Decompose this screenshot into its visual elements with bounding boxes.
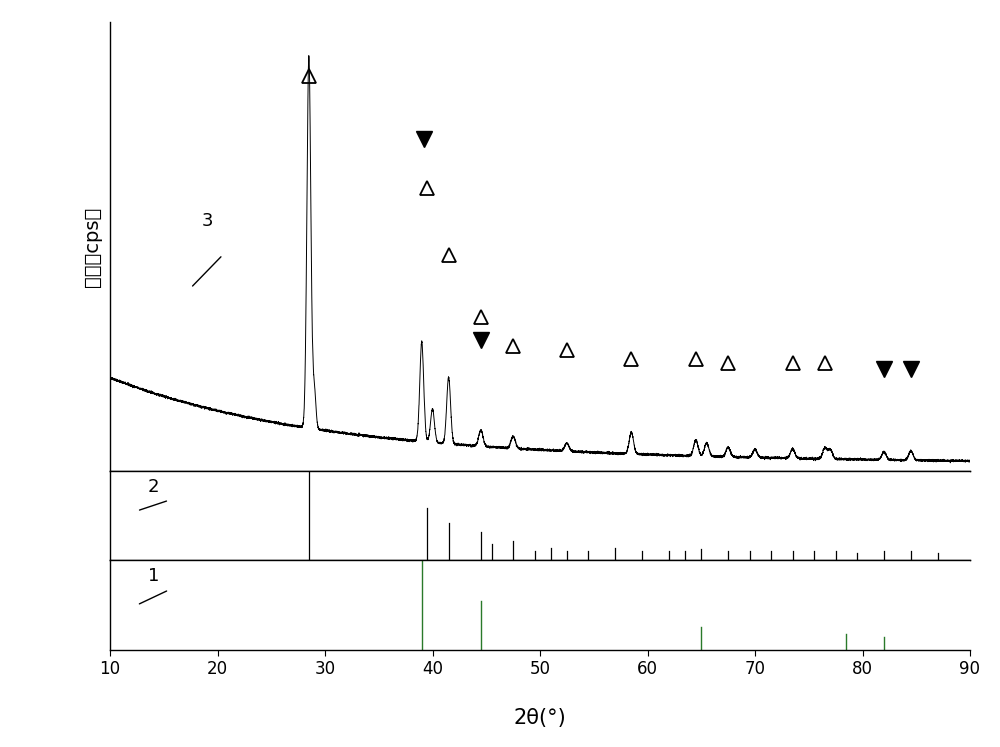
- Text: 2: 2: [148, 478, 159, 496]
- Text: 1: 1: [148, 568, 159, 586]
- Y-axis label: 强度（cps）: 强度（cps）: [83, 206, 102, 287]
- Text: 2θ(°): 2θ(°): [514, 708, 566, 728]
- Text: 3: 3: [201, 212, 213, 230]
